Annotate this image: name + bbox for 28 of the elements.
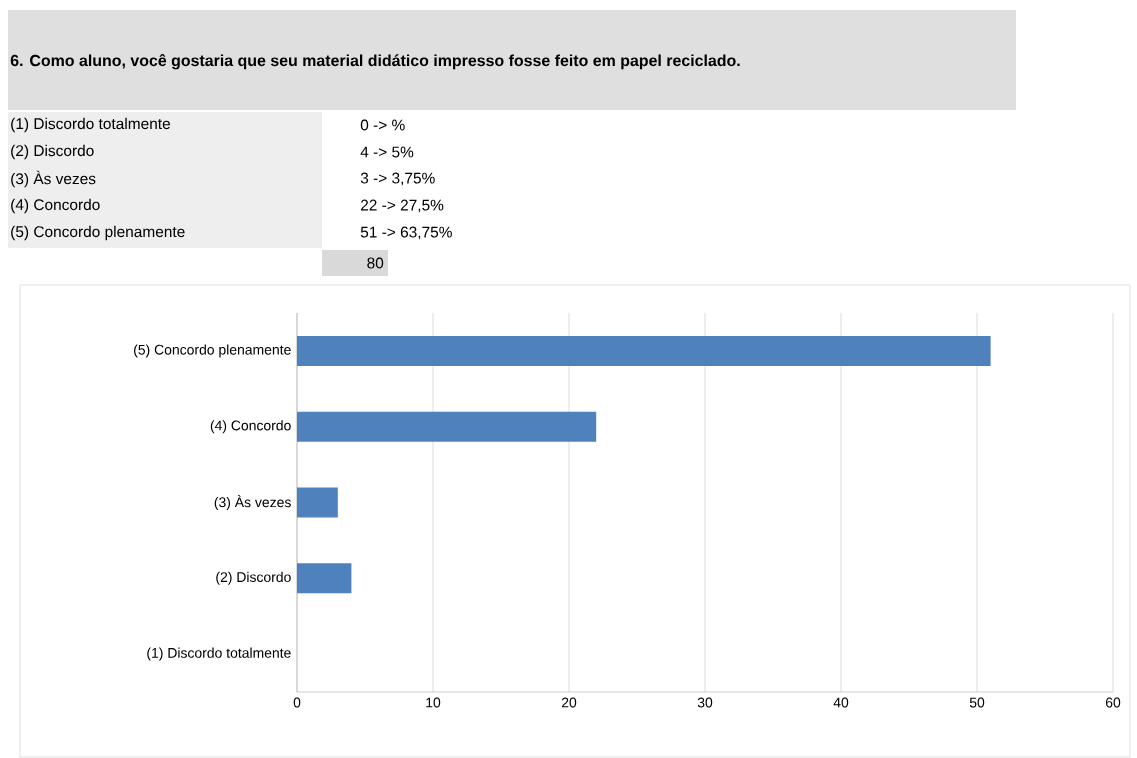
x-tick-label: 30 bbox=[697, 697, 713, 708]
text: 51 -> 63,75% bbox=[360, 226, 452, 240]
chart-title: 6. Como aluno, você gostaria que seu material didático impresso fosse feito em papel reciclado. bbox=[10, 54, 740, 70]
bar bbox=[297, 487, 338, 518]
x-tick-label: 60 bbox=[1105, 697, 1121, 708]
bar bbox=[297, 411, 597, 442]
x-tick-label: 20 bbox=[561, 697, 577, 708]
text: 3 -> 3,75% bbox=[360, 172, 435, 186]
x-tick-label: 50 bbox=[969, 697, 985, 708]
text: (3) Às vezes bbox=[11, 170, 96, 188]
text: 4 -> 5% bbox=[360, 146, 414, 158]
y-tick-label: (3) Às vezes bbox=[214, 495, 291, 510]
x-tick-label: 0 bbox=[293, 697, 301, 708]
bar bbox=[297, 335, 991, 366]
y-tick-label: (1) Discordo totalmente bbox=[147, 647, 291, 661]
text: (4) Concordo bbox=[11, 198, 100, 214]
text: 0 -> % bbox=[360, 119, 405, 131]
y-tick-label: (5) Concordo plenamente bbox=[134, 344, 291, 358]
x-tick-label: 40 bbox=[833, 697, 849, 708]
text: (1) Discordo totalmente bbox=[11, 117, 170, 133]
text: (5) Concordo plenamente bbox=[11, 225, 185, 241]
x-tick-label: 10 bbox=[426, 697, 441, 708]
bar bbox=[297, 563, 352, 594]
text: 22 -> 27,5% bbox=[360, 199, 444, 213]
text: 80 bbox=[367, 257, 384, 269]
y-tick-label: (2) Discordo bbox=[216, 571, 291, 585]
y-tick-label: (4) Concordo bbox=[210, 420, 291, 434]
text: (2) Discordo bbox=[11, 144, 94, 160]
